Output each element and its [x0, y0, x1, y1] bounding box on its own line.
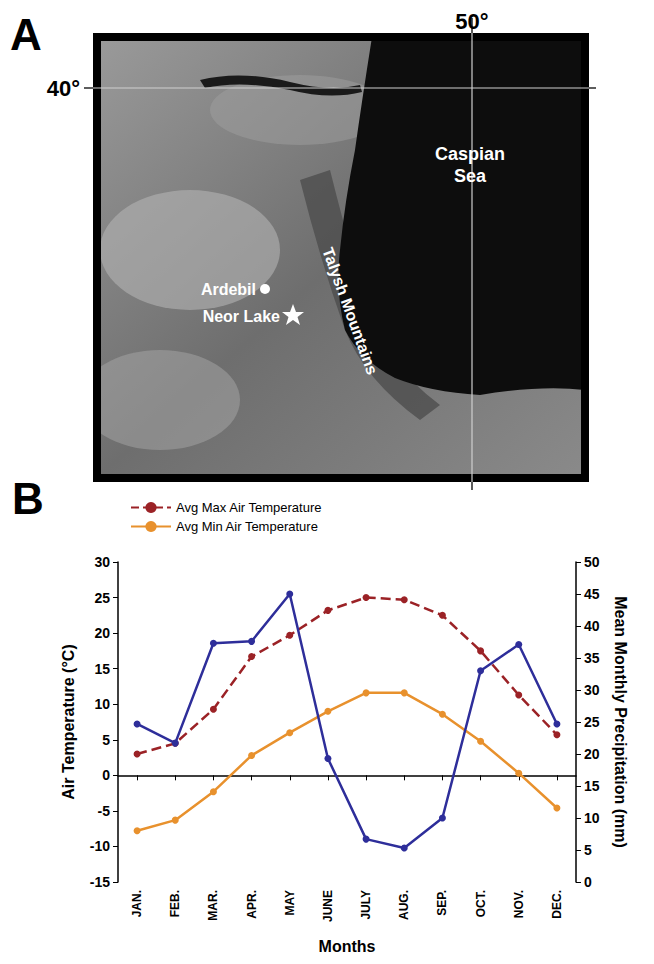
- svg-text:DEC.: DEC.: [550, 890, 564, 919]
- svg-text:APR.: APR.: [245, 890, 259, 919]
- svg-text:5: 5: [584, 842, 592, 858]
- svg-text:OCT.: OCT.: [474, 890, 488, 917]
- svg-text:Neor Lake: Neor Lake: [203, 308, 280, 325]
- html-text:B: B: [12, 474, 44, 523]
- svg-text:SEP.: SEP.: [435, 890, 449, 916]
- svg-text:Ardebil: Ardebil: [201, 281, 256, 298]
- svg-text:A: A: [10, 10, 42, 59]
- svg-text:20: 20: [584, 746, 600, 762]
- svg-text:25: 25: [584, 714, 600, 730]
- svg-text:45: 45: [584, 586, 600, 602]
- svg-text:-15: -15: [90, 874, 110, 890]
- svg-text:15: 15: [584, 778, 600, 794]
- svg-text:Months: Months: [319, 938, 376, 955]
- svg-text:10: 10: [94, 696, 110, 712]
- svg-text:Avg Min Air Temperature: Avg Min Air Temperature: [176, 519, 318, 534]
- svg-text:50: 50: [584, 554, 600, 570]
- svg-text:-10: -10: [90, 838, 110, 854]
- svg-text:40°: 40°: [47, 76, 80, 101]
- svg-text:JUNE: JUNE: [321, 890, 335, 922]
- svg-text:Mean Monthly Precipitation (mm: Mean Monthly Precipitation (mm): [612, 596, 629, 848]
- svg-text:CaspianSea: CaspianSea: [435, 144, 505, 186]
- svg-text:MAR.: MAR.: [206, 890, 220, 921]
- svg-text:30: 30: [584, 682, 600, 698]
- svg-text:5: 5: [102, 732, 110, 748]
- svg-text:20: 20: [94, 625, 110, 641]
- svg-text:0: 0: [102, 767, 110, 783]
- svg-text:50°: 50°: [455, 9, 488, 34]
- svg-text:Air Temperature (°C): Air Temperature (°C): [60, 644, 77, 799]
- svg-text:MAY: MAY: [283, 890, 297, 916]
- svg-text:JULY: JULY: [359, 890, 373, 920]
- svg-text:0: 0: [584, 874, 592, 890]
- svg-text:JAN.: JAN.: [130, 890, 144, 917]
- svg-text:30: 30: [94, 554, 110, 570]
- svg-text:Talysh Mountains: Talysh Mountains: [319, 245, 381, 377]
- svg-text:25: 25: [94, 590, 110, 606]
- svg-text:10: 10: [584, 810, 600, 826]
- svg-text:AUG.: AUG.: [397, 890, 411, 920]
- svg-text:40: 40: [584, 618, 600, 634]
- svg-text:FEB.: FEB.: [168, 890, 182, 917]
- svg-text:NOV.: NOV.: [512, 890, 526, 918]
- svg-text:35: 35: [584, 650, 600, 666]
- svg-text:15: 15: [94, 661, 110, 677]
- svg-text:Avg Max Air Temperature: Avg Max Air Temperature: [176, 500, 321, 515]
- svg-text:-5: -5: [98, 803, 111, 819]
